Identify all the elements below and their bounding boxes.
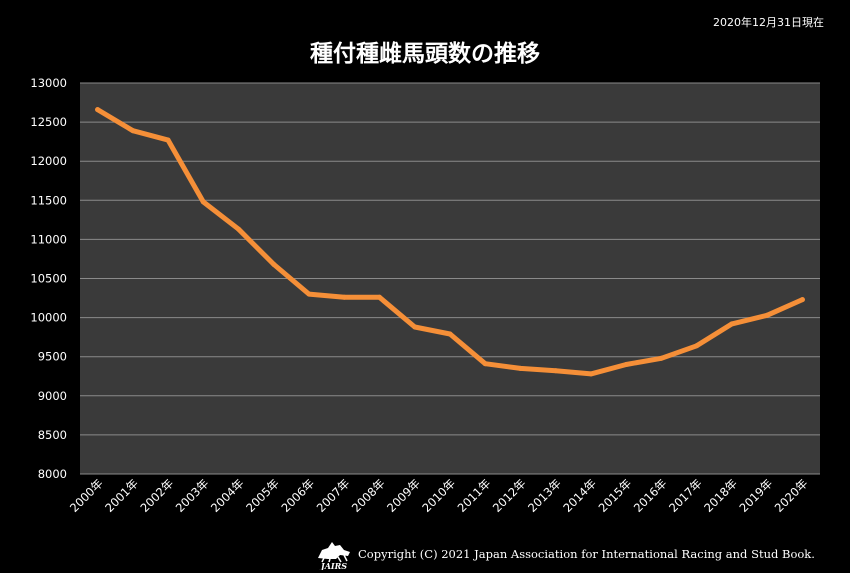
x-tick-label: 2000年: [67, 476, 106, 515]
footer: JAIRS Copyright (C) 2021 Japan Associati…: [314, 538, 815, 570]
data-point: [447, 331, 453, 337]
y-tick-label: 9500: [38, 350, 67, 364]
data-point: [694, 343, 700, 349]
series-line: [95, 107, 805, 377]
x-tick-label: 2010年: [419, 476, 458, 515]
x-tick-label: 2005年: [243, 476, 282, 515]
data-point: [658, 355, 664, 361]
copyright-text: Copyright (C) 2021 Japan Association for…: [358, 547, 815, 561]
data-point: [236, 226, 242, 232]
y-tick-label: 10000: [30, 311, 67, 325]
grid-lines: [80, 82, 820, 475]
data-point: [482, 361, 488, 367]
as-of-date: 2020年12月31日現在: [713, 16, 824, 29]
x-tick-label: 2004年: [208, 476, 247, 515]
x-tick-label: 2013年: [525, 476, 564, 515]
x-tick-label: 2006年: [278, 476, 317, 515]
jairs-logo-icon: JAIRS: [318, 542, 350, 570]
x-tick-label: 2001年: [102, 476, 141, 515]
y-tick-label: 12500: [30, 115, 67, 129]
x-tick-label: 2003年: [173, 476, 212, 515]
y-tick-label: 9000: [38, 389, 67, 403]
data-point: [623, 362, 629, 368]
data-point: [306, 291, 312, 297]
x-tick-label: 2018年: [701, 476, 740, 515]
x-tick-label: 2008年: [349, 476, 388, 515]
x-tick-label: 2017年: [666, 476, 705, 515]
data-point: [764, 312, 770, 318]
data-point: [729, 321, 735, 327]
data-point: [588, 371, 594, 377]
data-point: [553, 368, 559, 374]
data-point: [95, 107, 101, 113]
x-tick-label: 2019年: [737, 476, 776, 515]
chart-title: 種付種雌馬頭数の推移: [310, 41, 540, 67]
data-point: [271, 261, 277, 267]
x-axis: 2000年2001年2002年2003年2004年2005年2006年2007年…: [67, 476, 810, 515]
x-tick-label: 2015年: [596, 476, 635, 515]
y-tick-label: 11000: [30, 232, 67, 246]
data-point: [412, 324, 418, 330]
data-point: [130, 128, 136, 134]
y-tick-label: 8000: [38, 467, 67, 481]
y-tick-label: 12000: [30, 154, 67, 168]
y-tick-label: 13000: [30, 76, 67, 90]
x-tick-label: 2012年: [490, 476, 529, 515]
data-point: [799, 297, 805, 303]
data-point: [341, 294, 347, 300]
data-point: [377, 294, 383, 300]
y-tick-label: 11500: [30, 193, 67, 207]
data-point: [517, 365, 523, 371]
data-point: [165, 137, 171, 143]
y-tick-label: 8500: [38, 428, 67, 442]
x-tick-label: 2009年: [384, 476, 423, 515]
data-point: [200, 199, 206, 205]
x-tick-label: 2011年: [455, 476, 494, 515]
x-tick-label: 2016年: [631, 476, 670, 515]
x-tick-label: 2002年: [137, 476, 176, 515]
y-tick-label: 10500: [30, 272, 67, 286]
logo-text: JAIRS: [319, 561, 347, 570]
x-tick-label: 2014年: [560, 476, 599, 515]
y-axis: 13000 12500 12000 11500 11000 10500 10000 9500 9…: [30, 76, 67, 481]
x-tick-label: 2007年: [314, 476, 353, 515]
x-tick-label: 2020年: [772, 476, 811, 515]
